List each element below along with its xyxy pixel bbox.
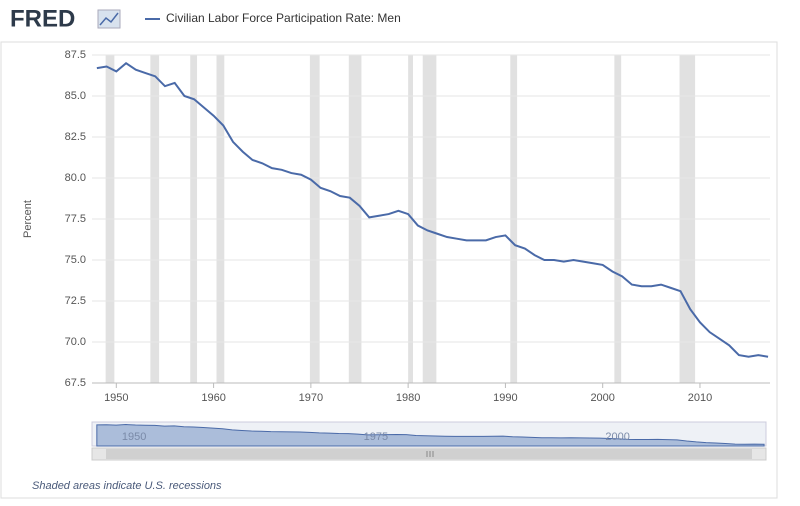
x-tick-label: 1950 [104, 392, 128, 404]
y-tick-label: 87.5 [65, 49, 86, 61]
y-axis-label: Percent [22, 200, 34, 238]
logo-icon [97, 9, 121, 29]
scroll-grip [426, 451, 434, 457]
legend-label: Civilian Labor Force Participation Rate:… [166, 11, 401, 25]
y-tick-label: 70.0 [65, 336, 86, 348]
scrollbar-thumb[interactable] [106, 449, 752, 459]
logo: FRED [10, 5, 75, 32]
y-tick-label: 77.5 [65, 213, 86, 225]
x-tick-label: 1960 [201, 392, 225, 404]
y-tick-label: 80.0 [65, 172, 86, 184]
navigator-tick-label: 1975 [364, 431, 388, 443]
y-tick-label: 72.5 [65, 295, 86, 307]
y-tick-label: 75.0 [65, 254, 86, 266]
navigator-tick-label: 2000 [605, 431, 629, 443]
x-tick-label: 1990 [493, 392, 517, 404]
y-tick-label: 67.5 [65, 377, 86, 389]
x-tick-label: 1970 [299, 392, 323, 404]
x-tick-label: 1980 [396, 392, 420, 404]
navigator-tick-label: 1950 [122, 431, 146, 443]
series-line [96, 61, 769, 358]
x-tick-label: 2010 [688, 392, 712, 404]
y-tick-label: 82.5 [65, 131, 86, 143]
x-tick-label: 2000 [590, 392, 614, 404]
icon-box [97, 9, 121, 29]
footnote: Shaded areas indicate U.S. recessions [32, 480, 222, 492]
frame [0, 41, 778, 499]
icon-line [99, 12, 119, 26]
navigator-area [96, 424, 765, 447]
y-tick-label: 85.0 [65, 90, 86, 102]
